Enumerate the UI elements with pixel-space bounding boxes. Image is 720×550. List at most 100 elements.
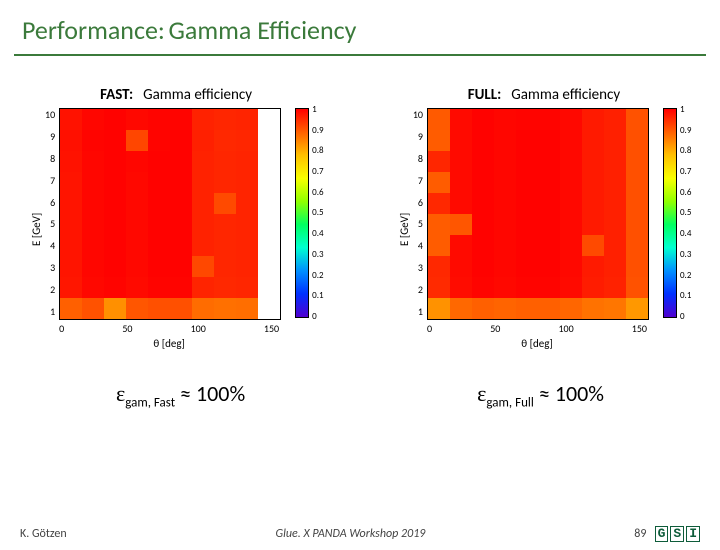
heatmap-cell xyxy=(626,193,648,214)
heatmap-cell xyxy=(560,172,582,193)
heatmap-cell xyxy=(126,277,148,298)
heatmap-cell xyxy=(170,193,192,214)
heatmap-cell xyxy=(104,277,126,298)
heatmap-cell xyxy=(428,109,450,130)
heatmap-cell xyxy=(538,256,560,277)
chart-fast-title: Gamma efficiency xyxy=(143,86,252,104)
heatmap-cell xyxy=(472,130,494,151)
heatmap-cell xyxy=(82,256,104,277)
heatmap-cell xyxy=(428,193,450,214)
chart-full-xlabel: θ [deg] xyxy=(427,337,647,350)
heatmap-cell xyxy=(170,130,192,151)
heatmap-cell xyxy=(104,193,126,214)
heatmap-cell xyxy=(538,172,560,193)
heatmap-cell xyxy=(148,277,170,298)
heatmap-cell xyxy=(170,214,192,235)
heatmap-cell xyxy=(192,130,214,151)
heatmap-cell xyxy=(450,193,472,214)
heatmap-cell xyxy=(582,298,604,319)
heatmap-cell xyxy=(148,193,170,214)
heatmap-cell xyxy=(192,172,214,193)
heatmap-cell xyxy=(494,214,516,235)
heatmap-cell xyxy=(170,172,192,193)
heatmap-cell xyxy=(428,256,450,277)
heatmap-cell xyxy=(214,235,236,256)
heatmap-cell xyxy=(214,256,236,277)
heatmap-cell xyxy=(214,298,236,319)
title-part2: Gamma Efficiency xyxy=(168,14,356,46)
heatmap-cell xyxy=(60,256,82,277)
heatmap-cell xyxy=(582,235,604,256)
heatmap-cell xyxy=(582,193,604,214)
heatmap-cell xyxy=(582,109,604,130)
heatmap-cell xyxy=(516,214,538,235)
heatmap-cell xyxy=(450,130,472,151)
heatmap-cell xyxy=(516,277,538,298)
heatmap-cell xyxy=(472,277,494,298)
heatmap-cell xyxy=(450,151,472,172)
heatmap-cell xyxy=(214,109,236,130)
heatmap-cell xyxy=(538,298,560,319)
heatmap-cell xyxy=(126,235,148,256)
heatmap-cell xyxy=(148,151,170,172)
heatmap-cell xyxy=(192,298,214,319)
heatmap-cell xyxy=(104,172,126,193)
title-bar: Performance: Gamma Efficiency xyxy=(14,10,706,56)
heatmap-cell xyxy=(170,277,192,298)
heatmap-cell xyxy=(60,298,82,319)
heatmap-cell xyxy=(214,172,236,193)
heatmap-cell xyxy=(192,151,214,172)
heatmap-cell xyxy=(450,256,472,277)
heatmap-cell xyxy=(560,193,582,214)
heatmap-cell xyxy=(170,298,192,319)
heatmap-cell xyxy=(472,172,494,193)
heatmap-cell xyxy=(604,109,626,130)
heatmap-cell xyxy=(626,151,648,172)
title-part1: Performance: xyxy=(22,14,165,46)
heatmap-cell xyxy=(148,130,170,151)
heatmap-cell xyxy=(450,214,472,235)
heatmap-cell xyxy=(450,298,472,319)
heatmap-cell xyxy=(126,214,148,235)
heatmap-cell xyxy=(494,130,516,151)
heatmap-cell xyxy=(60,277,82,298)
chart-full-ylabel: E [GeV] xyxy=(398,108,411,350)
heatmap-cell xyxy=(516,109,538,130)
heatmap-cell xyxy=(582,151,604,172)
heatmap-cell xyxy=(538,235,560,256)
heatmap-cell xyxy=(148,298,170,319)
charts-row: FAST: Gamma efficiency E [GeV] 109876543… xyxy=(0,56,720,350)
heatmap-cell xyxy=(214,193,236,214)
heatmap-cell xyxy=(516,130,538,151)
heatmap-cell xyxy=(494,298,516,319)
chart-full-yticks: 10987654321 xyxy=(413,108,427,318)
heatmap-cell xyxy=(82,109,104,130)
heatmap-cell xyxy=(170,151,192,172)
heatmap-cell xyxy=(560,277,582,298)
heatmap-cell xyxy=(494,277,516,298)
heatmap-cell xyxy=(214,214,236,235)
heatmap-cell xyxy=(104,130,126,151)
chart-fast-ylabel: E [GeV] xyxy=(30,108,43,350)
heatmap-cell xyxy=(428,277,450,298)
heatmap-cell xyxy=(538,130,560,151)
heatmap-cell xyxy=(560,256,582,277)
eps-sub: gam, Fast xyxy=(125,395,175,410)
eps-symbol: ε xyxy=(116,381,125,406)
heatmap-cell xyxy=(494,256,516,277)
heatmap-cell xyxy=(538,151,560,172)
chart-fast-plot xyxy=(59,108,281,320)
heatmap-cell xyxy=(126,151,148,172)
heatmap-cell xyxy=(258,193,280,214)
heatmap-cell xyxy=(258,151,280,172)
chart-full-title: Gamma efficiency xyxy=(511,86,620,104)
chart-full: FULL: Gamma efficiency E [GeV] 109876543… xyxy=(398,86,690,350)
eps-sub: gam, Full xyxy=(486,395,533,410)
heatmap-cell xyxy=(582,256,604,277)
heatmap-cell xyxy=(494,235,516,256)
chart-fast: FAST: Gamma efficiency E [GeV] 109876543… xyxy=(30,86,322,350)
heatmap-cell xyxy=(82,277,104,298)
heatmap-cell xyxy=(82,235,104,256)
heatmap-cell xyxy=(148,214,170,235)
heatmap-cell xyxy=(82,193,104,214)
